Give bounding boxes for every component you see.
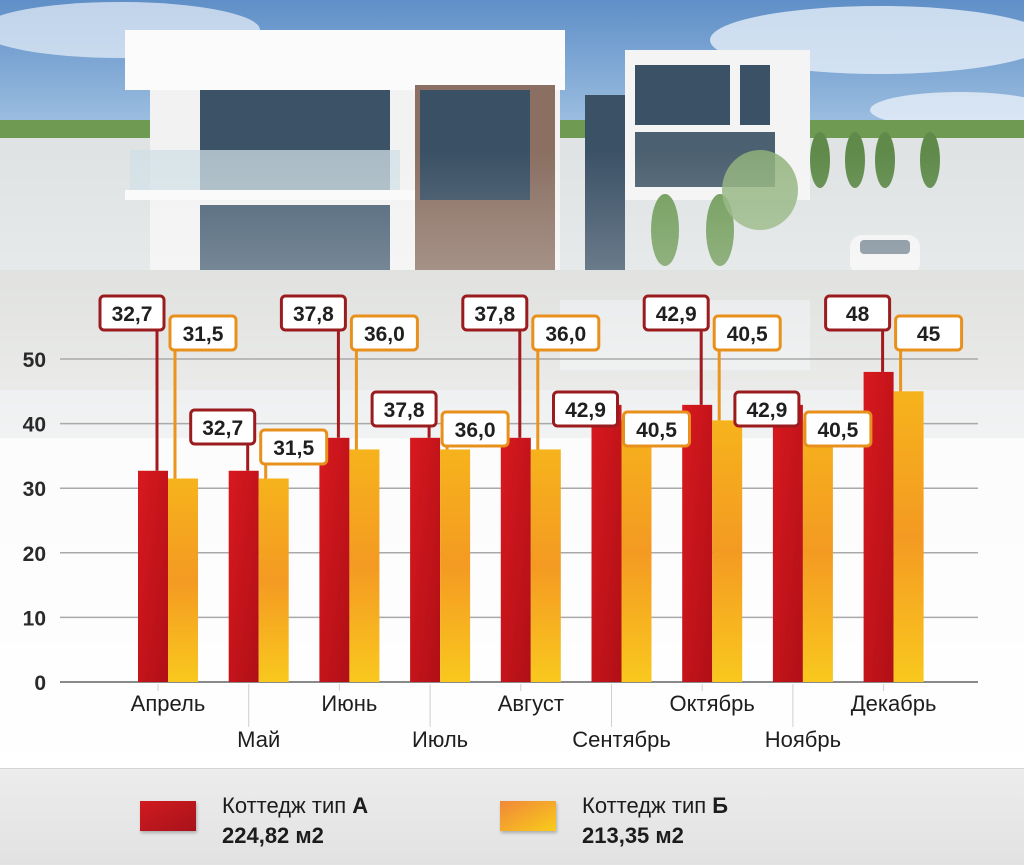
label-box-b-8 (894, 314, 964, 352)
bar-a-6 (682, 404, 713, 682)
label-box-b-1 (259, 428, 329, 466)
label-box-b-0 (168, 314, 238, 352)
bar-b-1 (258, 478, 289, 682)
label-box-a-7 (733, 390, 801, 428)
data-labels: 32,7 31,5 32,7 31,5 37,8 36,0 37,8 36,0 37,8 36,0… (98, 294, 964, 479)
background-illustration (0, 0, 1024, 770)
data-label-b-3: 36,0 (455, 419, 496, 442)
data-label-a-7: 42,9 (746, 399, 787, 422)
label-box-b-2 (349, 314, 419, 352)
label-box-b-5 (622, 410, 691, 448)
x-axis-label-7: Ноябрь (765, 727, 841, 752)
data-label-b-6: 40,5 (727, 323, 768, 346)
x-axis-label-5: Сентябрь (572, 727, 671, 752)
legend-name-a-letter: А (352, 793, 369, 818)
y-tick-label-10: 10 (23, 607, 46, 630)
data-label-b-2: 36,0 (364, 323, 405, 346)
label-box-b-3 (440, 410, 510, 448)
data-label-b-8: 45 (917, 323, 941, 346)
x-axis-labels: Апрель Май Июнь Июль Август Сентябрь Октябрь Но… (131, 684, 937, 752)
x-axis-label-1: Май (237, 727, 280, 752)
bar-b-2 (349, 449, 380, 682)
y-tick-label-20: 20 (23, 543, 46, 566)
bar-b-5 (621, 420, 652, 682)
bar-a-1 (228, 470, 259, 682)
data-label-a-3: 37,8 (384, 399, 425, 422)
bar-b-3 (440, 449, 471, 682)
legend-swatch-a (140, 801, 196, 831)
label-box-a-3 (370, 390, 438, 428)
label-box-b-6 (712, 314, 782, 352)
legend-area-b: 213,35 м2 (582, 823, 684, 848)
data-label-b-7: 40,5 (817, 419, 858, 442)
x-axis-label-4: Август (498, 691, 564, 716)
x-axis-label-2: Июнь (321, 691, 377, 716)
bar-a-4 (500, 437, 531, 682)
legend-label-b: Коттедж тип Б 213,35 м2 (582, 791, 842, 851)
legend-name-b-prefix: Коттедж тип (582, 793, 713, 818)
y-tick-label-40: 40 (23, 414, 46, 437)
data-label-a-0: 32,7 (112, 303, 153, 326)
legend: Коттедж тип А 224,82 м2 Коттедж тип Б 21… (0, 768, 1024, 865)
bar-a-5 (591, 404, 622, 682)
bar-a-3 (410, 437, 441, 682)
legend-name-a-prefix: Коттедж тип (222, 793, 353, 818)
bar-b-0 (168, 478, 198, 682)
label-box-b-7 (803, 410, 873, 448)
legend-name-b-letter: Б (712, 793, 729, 818)
x-axis-label-0: Апрель (131, 691, 206, 716)
y-axis-ticks: 0 10 20 30 40 50 (23, 349, 46, 695)
label-box-b-4 (531, 314, 601, 352)
label-box-a-0 (98, 294, 166, 332)
x-axis-label-6: Октябрь (670, 691, 755, 716)
label-box-a-2 (279, 294, 347, 332)
data-label-a-5: 42,9 (565, 399, 606, 422)
bar-b-7 (802, 420, 833, 682)
legend-area-a: 224,82 м2 (222, 823, 324, 848)
x-axis-label-8: Декабрь (851, 691, 937, 716)
data-label-a-4: 37,8 (474, 303, 515, 326)
label-box-a-5 (552, 390, 619, 428)
label-box-a-4 (461, 294, 529, 332)
bars (138, 371, 924, 682)
y-tick-label-30: 30 (23, 478, 46, 501)
data-label-a-1: 32,7 (202, 417, 243, 440)
bar-b-6 (712, 420, 743, 682)
legend-swatch-b (500, 801, 556, 831)
bar-a-0 (138, 470, 168, 682)
label-box-a-6 (642, 294, 710, 332)
bar-b-8 (893, 391, 924, 682)
data-label-b-4: 36,0 (545, 323, 586, 346)
y-tick-label-0: 0 (34, 672, 46, 695)
legend-label-a: Коттедж тип А 224,82 м2 (222, 791, 482, 851)
label-box-a-1 (189, 408, 257, 446)
data-label-a-8: 48 (846, 303, 870, 326)
bar-a-7 (772, 404, 803, 682)
data-label-b-5: 40,5 (636, 419, 677, 442)
y-tick-label-50: 50 (23, 349, 46, 372)
data-label-b-0: 31,5 (183, 323, 224, 346)
label-box-a-8 (824, 294, 892, 332)
data-label-b-1: 31,5 (273, 437, 314, 460)
data-label-a-6: 42,9 (656, 303, 697, 326)
bar-a-2 (319, 437, 350, 682)
bar-b-4 (530, 449, 561, 682)
x-axis-label-3: Июль (412, 727, 468, 752)
data-label-a-2: 37,8 (293, 303, 334, 326)
